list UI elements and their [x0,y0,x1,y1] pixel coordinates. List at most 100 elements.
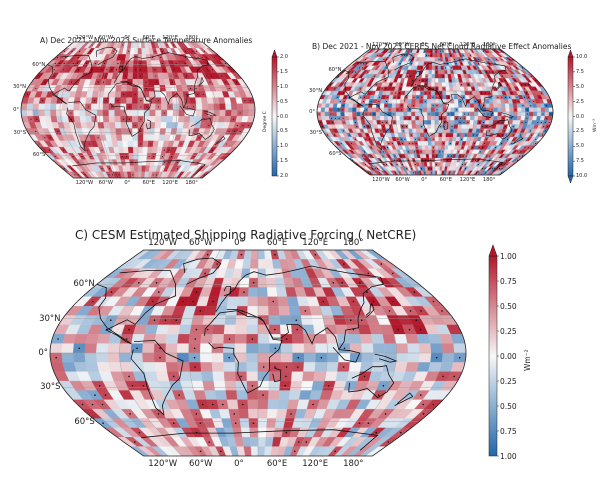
map-b-lon-bottom-5: 120°W [372,176,390,183]
map-a-lat-4: 60°S [32,152,46,159]
map-c-lat-2: 0° [38,347,48,358]
map-b-lon-bottom-2: 60°E [439,176,453,183]
panel-b-title: B) Dec 2021 - Nov 2023 CERES Net Cloud R… [312,42,572,51]
map-a-lon-bottom-4: 180° [185,179,198,186]
colorbar-a-tick-4: 0.0 [280,113,288,120]
colorbar-b-tick-8: 10.0 [576,173,588,179]
colorbar-c-max-arrow [488,244,498,257]
colorbar-b-tick-6: 5.0 [576,143,584,150]
colorbar-a-tick-1: 1.5 [280,68,288,75]
map-c-lon-bottom-2: 60°E [266,458,288,469]
colorbar-c-tick-7: 0.75 [500,426,517,436]
map-a-lat-1: 30°N [12,84,27,91]
map-a-lon-bottom-3: 120°E [162,179,179,186]
map-b-lat-0: 60°N [328,66,342,73]
map-c-lat-0: 60°N [73,279,95,290]
colorbar-b-max-arrow [567,49,574,58]
map-c-lon-bottom-4: 180° [343,458,364,469]
map-b-lon-bottom-4: 180° [482,176,496,183]
colorbar-c-tick-0: 1.00 [500,251,517,261]
colorbar-a-max-arrow [271,49,278,58]
colorbar-b-tick-3: 2.5 [576,98,584,105]
map-a-lon-top-1: 0° [124,34,131,41]
map-a-lon-bottom-0: 60°W [98,179,113,186]
map-a-lon-top-4: 180° [185,34,198,41]
colorbar-c-tick-3: 0.25 [500,326,517,336]
map-a-lon-top-5: 120°W [75,34,94,41]
colorbar-a-tick-6: 1.0 [280,143,288,150]
map-a-lon-top-3: 120°E [162,34,179,41]
map-a-coastlines [47,46,226,175]
map-a-lon-top-0: 60°W [98,34,113,41]
colorbar-c-tick-2: 0.50 [500,301,517,311]
colorbar-c-tick-5: 0.25 [500,376,517,386]
colorbar-c-tick-6: 0.50 [500,401,517,411]
colorbar-c-tick-4: 0.00 [500,351,517,361]
map-b-lat-3: 30°S [309,129,323,136]
map-a-lon-bottom-2: 60°E [142,179,155,186]
colorbar-a-tick-3: 0.5 [280,98,288,105]
map-c-lon-top-5: 120°W [148,238,178,249]
map-c-lon-top-3: 120°E [302,238,329,249]
map-b-lon-top-4: 180° [482,41,496,48]
map-b-lon-top-2: 60°E [439,41,453,48]
map-c-lon-bottom-5: 120°W [148,458,178,469]
map-c-lon-bottom-3: 120°E [302,458,329,469]
colorbar-c [488,255,498,457]
map-a-lon-bottom-1: 0° [124,179,131,186]
colorbar-a-tick-8: 2.0 [280,173,288,179]
map-a-lon-top-2: 60°E [142,34,155,41]
colorbar-b-tick-0: 10.0 [576,54,588,60]
map-a-lat-2: 0° [13,106,19,113]
map-a-lat-3: 30°S [13,129,27,136]
map-a-lat-0: 60°N [32,61,46,68]
map-c-lon-top-4: 180° [343,238,364,249]
map-a-frame [20,41,256,179]
map-a-lon-bottom-5: 120°W [75,179,94,186]
map-panel-c [49,244,499,457]
map-c-lon-bottom-1: 0° [234,458,244,469]
map-b-lon-bottom-3: 120°E [459,176,476,183]
colorbar-c-unit: Wm⁻² [523,349,532,371]
map-panel-a [20,41,279,179]
map-c-lat-3: 30°S [40,382,61,393]
colorbar-a-tick-2: 1.0 [280,83,288,90]
colorbar-c-tick-8: 1.00 [500,451,517,461]
colorbar-a-unit: Degree C [263,110,268,132]
map-c-anomaly-field [50,250,466,456]
map-c-lat-4: 60°S [74,416,95,427]
colorbar-a-tick-0: 2.0 [280,54,288,60]
colorbar-a-tick-7: 1.5 [280,158,288,165]
colorbar-b-tick-7: 7.5 [576,158,584,165]
colorbar-b-tick-5: 2.5 [576,128,584,135]
map-c-coastlines [96,257,414,451]
panel-a-title: A) Dec 2021 - Nov 2023 Surface Temperatu… [40,36,253,45]
map-c-lon-top-1: 0° [234,238,244,249]
map-c-lat-1: 30°N [39,313,61,324]
map-b-lon-bottom-1: 0° [421,176,428,183]
panel-c-title: C) CESM Estimated Shipping Radiative For… [75,228,417,242]
colorbar-b-unit: Wm⁻² [593,118,598,132]
colorbar-b-min-arrow [567,175,574,184]
colorbar-b-tick-2: 5.0 [576,83,584,90]
map-b-frame [316,48,554,176]
map-c-lon-top-0: 60°W [189,238,213,249]
map-b-lat-2: 0° [309,108,315,115]
map-c-frame [49,249,467,457]
colorbar-a-tick-5: 0.5 [280,128,288,135]
map-b-lat-4: 60°S [329,150,342,157]
colorbar-b-tick-4: 0.0 [576,113,584,120]
colorbar-b [567,56,574,177]
map-c-lon-bottom-0: 60°W [189,458,213,469]
map-b-lon-top-0: 60°W [395,41,410,48]
map-c-lon-top-2: 60°E [266,238,288,249]
map-b-lon-top-1: 0° [421,41,428,48]
colorbar-c-tick-1: 0.75 [500,276,517,286]
map-b-lon-top-3: 120°E [459,41,476,48]
map-b-lon-bottom-0: 60°W [395,176,410,183]
colorbar-a [271,56,278,177]
map-b-lon-top-5: 120°W [372,41,390,48]
map-b-lat-1: 30°N [309,87,323,94]
map-b-coastlines [343,53,524,172]
